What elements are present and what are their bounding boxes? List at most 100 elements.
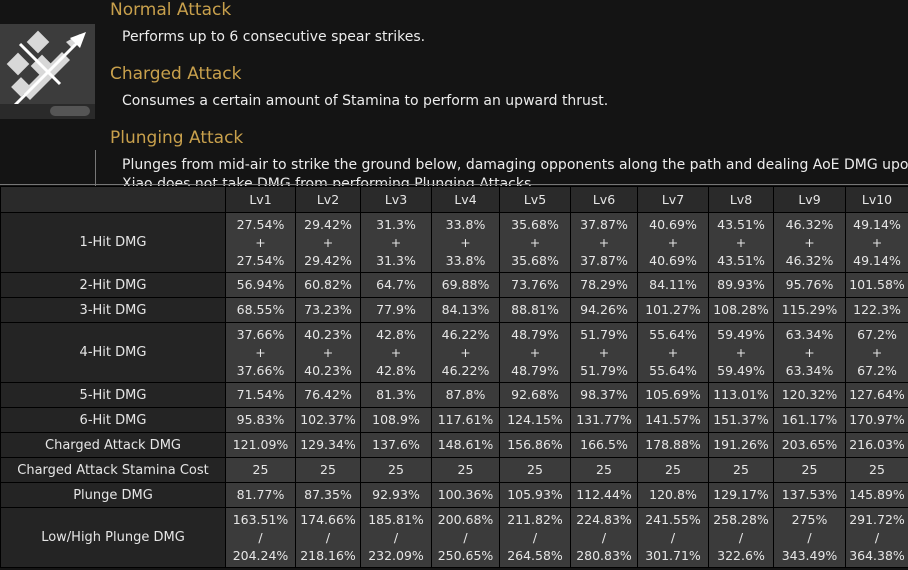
value-line: 218.16%: [300, 547, 356, 563]
value-line: 291.72%: [849, 511, 905, 527]
section-text-plunging-attack-1: Plunges from mid-air to strike the groun…: [122, 157, 908, 173]
value-cell: 25: [295, 457, 361, 483]
value-line: 63.34%: [785, 362, 834, 378]
value-line: +: [871, 234, 883, 250]
value-line: 55.64%: [649, 326, 697, 342]
value-cell: 117.61%: [431, 407, 500, 433]
value-line: +: [667, 234, 679, 250]
value-line: /: [258, 529, 263, 545]
corner-cell: [0, 186, 226, 213]
value-line: 224.83%: [576, 511, 632, 527]
value-cell: 81.3%: [360, 382, 432, 408]
value-cell: 105.93%: [499, 482, 571, 508]
level-header-lv3: Lv3: [360, 186, 432, 213]
value-line: 364.38%: [849, 547, 905, 563]
value-line: 78.29%: [580, 277, 628, 292]
value-line: 275%: [791, 511, 828, 527]
value-cell: 122.3%: [845, 297, 908, 323]
value-line: 105.93%: [507, 487, 563, 502]
value-line: 60.82%: [304, 277, 352, 292]
value-line: +: [255, 344, 266, 360]
value-cell: 84.11%: [637, 272, 709, 298]
value-cell: 87.8%: [431, 382, 500, 408]
value-cell: 185.81% / 232.09%: [360, 507, 432, 568]
table-row: 3-Hit DMG 68.55% 73.23% 77.9% 84.13% 88.81% 94…: [0, 297, 908, 323]
value-cell: 31.3% +31.3%: [360, 212, 432, 273]
value-line: 92.68%: [511, 387, 559, 402]
value-line: /: [393, 529, 399, 545]
value-cell: 59.49% +59.49%: [708, 322, 774, 383]
value-line: 43.51%: [717, 216, 765, 232]
value-line: 49.14%: [853, 252, 901, 268]
value-cell: 275% / 343.49%: [773, 507, 846, 568]
table-row: Charged Attack Stamina Cost 25 25 25 25 25 25 2…: [0, 457, 908, 483]
value-line: 49.14%: [853, 216, 901, 232]
value-line: 73.23%: [304, 302, 352, 317]
level-header-lv1: Lv1: [225, 186, 296, 213]
value-line: 137.6%: [372, 437, 420, 452]
value-line: 241.55%: [645, 511, 701, 527]
value-line: 170.97%: [849, 412, 905, 427]
level-header-lv2: Lv2: [295, 186, 361, 213]
value-line: +: [598, 344, 610, 360]
value-line: 46.32%: [785, 252, 834, 268]
value-line: /: [532, 529, 538, 545]
table-row: 6-Hit DMG 95.83% 102.37% 108.9% 117.61% 124.1…: [0, 407, 908, 433]
value-line: 258.28%: [713, 511, 769, 527]
value-cell: 35.68% +35.68%: [499, 212, 571, 273]
value-cell: 25: [637, 457, 709, 483]
value-line: 25: [869, 462, 885, 477]
value-line: 48.79%: [511, 362, 559, 378]
value-line: +: [460, 344, 471, 360]
value-line: 113.01%: [713, 387, 769, 402]
table-row: Charged Attack DMG 121.09% 129.34% 137.6% 14…: [0, 432, 908, 458]
value-line: 25: [252, 462, 269, 477]
level-header-lv9: Lv9: [773, 186, 846, 213]
value-line: 117.61%: [437, 412, 494, 427]
value-cell: 108.9%: [360, 407, 432, 433]
section-title-normal-attack: Normal Attack: [110, 0, 232, 20]
value-cell: 76.42%: [295, 382, 361, 408]
value-line: 37.87%: [580, 216, 628, 232]
value-line: 48.79%: [511, 326, 559, 342]
value-cell: 141.57%: [637, 407, 709, 433]
value-cell: 108.28%: [708, 297, 774, 323]
value-line: 151.37%: [713, 412, 769, 427]
value-line: +: [529, 234, 541, 250]
value-cell: 94.26%: [570, 297, 638, 323]
value-line: 25: [801, 462, 818, 477]
table-row: 5-Hit DMG 71.54% 76.42% 81.3% 87.8% 92.68% 98.…: [0, 382, 908, 408]
value-line: 33.8%: [445, 252, 486, 268]
value-line: 121.09%: [232, 437, 289, 452]
value-cell: 46.22% +46.22%: [431, 322, 500, 383]
value-cell: 137.53%: [773, 482, 846, 508]
value-line: 94.26%: [580, 302, 628, 317]
value-cell: 40.23% +40.23%: [295, 322, 361, 383]
value-line: 64.7%: [376, 277, 416, 292]
value-cell: 151.37%: [708, 407, 774, 433]
value-cell: 87.35%: [295, 482, 361, 508]
value-cell: 48.79% +48.79%: [499, 322, 571, 383]
value-line: 322.6%: [717, 547, 765, 563]
value-line: 77.9%: [376, 302, 416, 317]
value-line: 137.53%: [781, 487, 838, 502]
value-line: /: [670, 529, 676, 545]
value-line: 163.51%: [232, 511, 289, 527]
value-cell: 100.36%: [431, 482, 500, 508]
value-line: 42.8%: [376, 326, 416, 342]
value-line: /: [325, 529, 331, 545]
value-line: 108.28%: [713, 302, 769, 317]
row-label: 2-Hit DMG: [0, 272, 226, 298]
value-line: +: [804, 234, 815, 250]
value-line: 29.42%: [304, 216, 352, 232]
value-line: 95.76%: [785, 277, 834, 292]
level-header-lv6: Lv6: [570, 186, 638, 213]
value-cell: 102.37%: [295, 407, 361, 433]
spear-crossed-icon: [0, 24, 95, 119]
value-cell: 49.14% +49.14%: [845, 212, 908, 273]
value-line: 37.66%: [236, 362, 285, 378]
value-line: 25: [596, 462, 612, 477]
value-line: 122.3%: [853, 302, 901, 317]
value-line: 42.8%: [376, 362, 416, 378]
value-cell: 81.77%: [225, 482, 296, 508]
